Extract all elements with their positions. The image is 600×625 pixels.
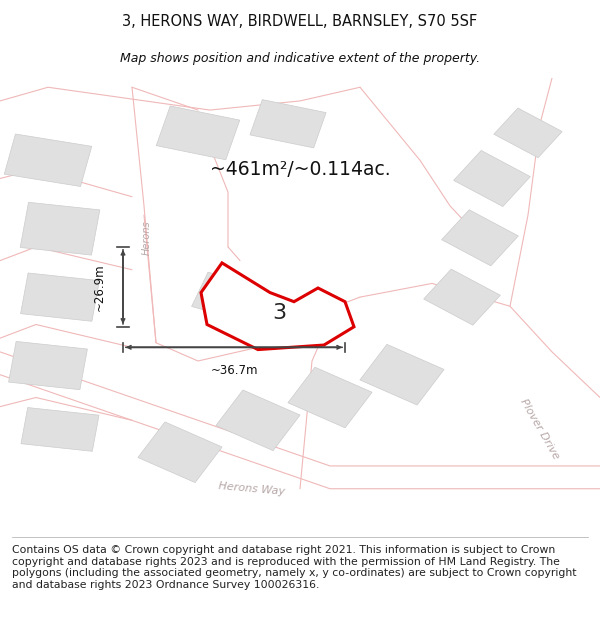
- Polygon shape: [138, 422, 222, 482]
- Text: 3, HERONS WAY, BIRDWELL, BARNSLEY, S70 5SF: 3, HERONS WAY, BIRDWELL, BARNSLEY, S70 5…: [122, 14, 478, 29]
- Polygon shape: [8, 341, 88, 390]
- Polygon shape: [4, 134, 92, 186]
- Text: Contains OS data © Crown copyright and database right 2021. This information is : Contains OS data © Crown copyright and d…: [12, 545, 577, 590]
- Polygon shape: [20, 273, 100, 321]
- Text: Plover Drive: Plover Drive: [518, 398, 562, 461]
- Text: ~36.7m: ~36.7m: [210, 364, 258, 377]
- Polygon shape: [494, 108, 562, 158]
- Polygon shape: [21, 408, 99, 451]
- Text: ~26.9m: ~26.9m: [92, 263, 106, 311]
- Text: 3: 3: [272, 303, 286, 323]
- Polygon shape: [250, 99, 326, 148]
- Polygon shape: [191, 272, 265, 322]
- Polygon shape: [288, 367, 372, 428]
- Text: ~461m²/~0.114ac.: ~461m²/~0.114ac.: [209, 160, 391, 179]
- Text: Herons: Herons: [142, 221, 152, 255]
- Polygon shape: [454, 151, 530, 206]
- Text: Herons Way: Herons Way: [218, 481, 286, 497]
- Polygon shape: [20, 202, 100, 255]
- Polygon shape: [442, 210, 518, 266]
- Polygon shape: [201, 263, 354, 349]
- Polygon shape: [360, 344, 444, 405]
- Polygon shape: [156, 106, 240, 160]
- Polygon shape: [424, 269, 500, 325]
- Text: Map shows position and indicative extent of the property.: Map shows position and indicative extent…: [120, 52, 480, 65]
- Polygon shape: [216, 390, 300, 451]
